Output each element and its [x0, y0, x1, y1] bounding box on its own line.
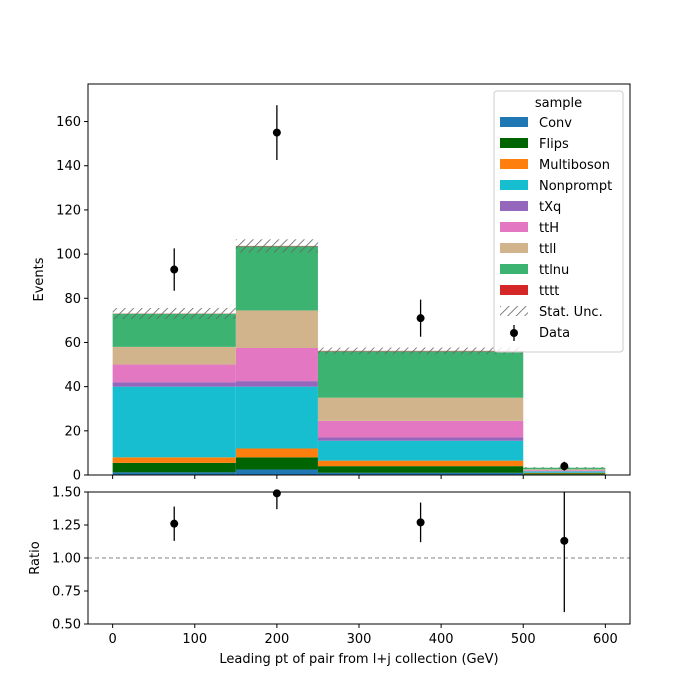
- legend-swatch: [500, 201, 528, 211]
- y-tick-label: 140: [56, 159, 81, 174]
- legend-label: tXq: [539, 200, 561, 215]
- bar-ttll-bin-0: [112, 346, 236, 365]
- bar-conv-bin-0: [112, 472, 236, 475]
- legend-label: tttt: [539, 284, 559, 299]
- ratio-y-tick-label: 1.25: [52, 519, 81, 534]
- bar-ttlnu-bin-1: [235, 246, 318, 311]
- ratio-y-axis-label: Ratio: [28, 541, 43, 574]
- stacked-bars: [112, 245, 606, 475]
- ratio-panel: 0.50 0.75 1.00 1.25 1.50 0 100 200 300 400 500 600…: [28, 486, 631, 667]
- bar-txq-bin-1: [235, 381, 318, 387]
- ratio-point: [560, 536, 569, 545]
- stat-unc-band-bin-1: [235, 239, 318, 253]
- main-panel: 0 20 40 60 80 100 120 140 160 Events sample Conv…: [32, 83, 631, 484]
- data-points: [170, 105, 569, 471]
- x-tick-label: 500: [511, 632, 536, 647]
- x-tick-label: 100: [182, 632, 207, 647]
- bar-flips-bin-2: [317, 466, 524, 473]
- data-point: [560, 462, 569, 471]
- ratio-y-tick-label: 0.50: [52, 618, 81, 633]
- ratio-y-tick-label: 1.00: [52, 552, 81, 567]
- ratio-y-tick-label: 1.50: [52, 486, 81, 501]
- main-x-ticks: [112, 475, 606, 479]
- ratio-y-tick-label: 0.75: [52, 585, 81, 600]
- y-tick-label: 0: [73, 469, 81, 484]
- x-axis-label: Leading pt of pair from l+j collection (…: [219, 652, 498, 667]
- legend-swatch: [500, 264, 528, 274]
- bar-tth-bin-0: [112, 364, 236, 383]
- bar-multiboson-bin-3: [523, 472, 606, 474]
- main-y-axis-label: Events: [32, 257, 47, 301]
- legend-label: Data: [539, 326, 570, 341]
- bar-ttlnu-bin-0: [112, 313, 236, 347]
- bar-multiboson-bin-0: [112, 457, 236, 463]
- legend-swatch: [500, 285, 528, 295]
- legend-label: Multiboson: [539, 158, 610, 173]
- bar-nonprompt-bin-2: [317, 440, 524, 461]
- y-tick-label: 80: [64, 292, 81, 307]
- bar-conv-bin-2: [317, 472, 524, 475]
- data-point: [272, 128, 281, 137]
- ratio-point: [416, 518, 425, 527]
- x-tick-label: 300: [347, 632, 372, 647]
- ratio-x-ticks: 0 100 200 300 400 500 600: [108, 624, 618, 647]
- legend-swatch: [500, 159, 528, 169]
- bar-tth-bin-2: [317, 420, 524, 438]
- legend-swatch: [510, 329, 518, 337]
- legend-label: Nonprompt: [539, 179, 612, 194]
- data-point: [170, 265, 179, 274]
- stat-unc-band-bin-0: [112, 307, 236, 320]
- bar-conv-bin-1: [235, 469, 318, 475]
- legend-swatch: [500, 117, 528, 127]
- legend-swatch: [500, 306, 528, 316]
- y-tick-label: 60: [64, 336, 81, 351]
- legend-label: ttlnu: [539, 263, 569, 278]
- bar-txq-bin-2: [317, 437, 524, 441]
- main-y-ticks: 0 20 40 60 80 100 120 140 160: [56, 115, 88, 484]
- bar-ttll-bin-1: [235, 310, 318, 348]
- legend-items: Conv Flips Multiboson Nonprompt tXq ttH ttll tt…: [500, 116, 612, 341]
- ratio-points: [170, 489, 569, 613]
- legend-label: ttll: [539, 242, 556, 257]
- bar-ttlnu-bin-2: [317, 351, 524, 398]
- y-tick-label: 160: [56, 115, 81, 130]
- bar-multiboson-bin-1: [235, 448, 318, 458]
- legend-label: Stat. Unc.: [539, 305, 603, 320]
- x-tick-label: 0: [108, 632, 116, 647]
- y-tick-label: 20: [64, 424, 81, 439]
- x-tick-label: 400: [429, 632, 454, 647]
- legend-swatch: [500, 180, 528, 190]
- ratio-y-ticks: 0.50 0.75 1.00 1.25 1.50: [52, 486, 88, 633]
- bar-flips-bin-3: [523, 473, 606, 475]
- legend-swatch: [500, 243, 528, 253]
- legend-label: ttH: [539, 221, 559, 236]
- legend-swatch: [500, 138, 528, 148]
- legend-swatch: [500, 222, 528, 232]
- ratio-point: [170, 519, 179, 528]
- legend-label: Flips: [539, 137, 569, 152]
- x-tick-label: 600: [593, 632, 618, 647]
- stat-unc-band-bin-2: [317, 347, 524, 355]
- bar-nonprompt-bin-0: [112, 386, 236, 458]
- bar-tth-bin-3: [523, 470, 606, 472]
- bar-flips-bin-0: [112, 462, 236, 473]
- bar-nonprompt-bin-1: [235, 386, 318, 449]
- bar-multiboson-bin-2: [317, 460, 524, 467]
- legend: sample Conv Flips Multiboson Nonprompt tXq tt…: [493, 90, 624, 353]
- legend-label: Conv: [539, 116, 572, 131]
- y-tick-label: 120: [56, 203, 81, 218]
- bar-tth-bin-1: [235, 347, 318, 382]
- bar-nonprompt-bin-3: [523, 471, 606, 473]
- ratio-plot-frame: [87, 491, 631, 625]
- x-tick-label: 200: [264, 632, 289, 647]
- y-tick-label: 100: [56, 248, 81, 263]
- bar-txq-bin-0: [112, 382, 236, 387]
- bar-flips-bin-1: [235, 457, 318, 470]
- ratio-point: [272, 489, 281, 498]
- y-tick-label: 40: [64, 380, 81, 395]
- bar-ttll-bin-2: [317, 397, 524, 421]
- legend-title: sample: [535, 96, 582, 111]
- data-point: [416, 314, 425, 323]
